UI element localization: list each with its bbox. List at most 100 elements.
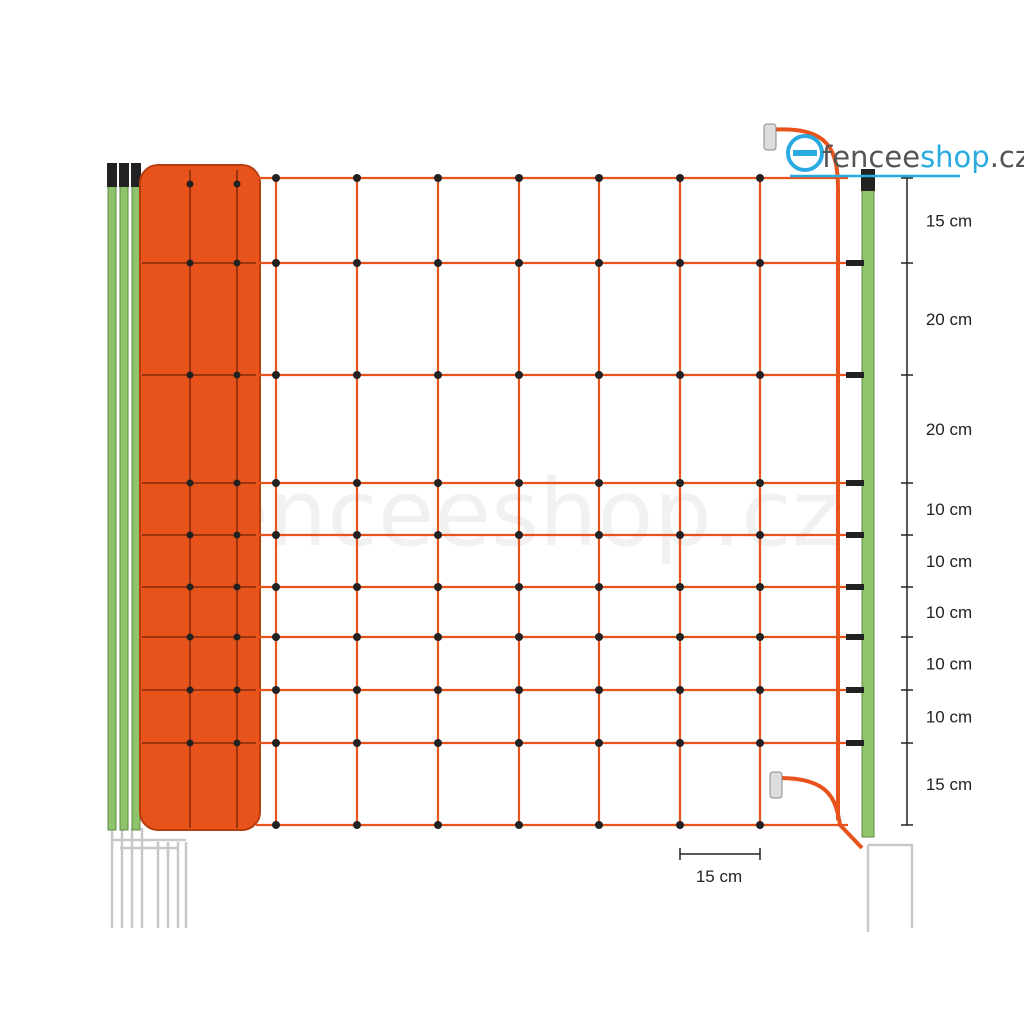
- post: [119, 169, 129, 831]
- net-grid: [256, 123, 864, 850]
- knot: [233, 531, 241, 539]
- knot: [272, 531, 280, 539]
- knot: [353, 583, 361, 591]
- knot: [233, 686, 241, 694]
- knot: [272, 174, 280, 182]
- knot: [272, 259, 280, 267]
- post: [861, 174, 875, 838]
- ground-spikes: [110, 828, 914, 932]
- knot: [515, 633, 523, 641]
- knot: [353, 821, 361, 829]
- knot: [434, 686, 442, 694]
- knot: [595, 633, 603, 641]
- row-spacing-label: 10 cm: [926, 708, 972, 727]
- knot: [353, 259, 361, 267]
- knot: [272, 583, 280, 591]
- mesh-width-label: 15 cm: [696, 867, 742, 886]
- row-spacing-label: 15 cm: [926, 775, 972, 794]
- knot: [233, 739, 241, 747]
- knot: [756, 531, 764, 539]
- knot: [595, 479, 603, 487]
- row-spacing-label: 20 cm: [926, 310, 972, 329]
- knot: [434, 821, 442, 829]
- row-spacing-label: 10 cm: [926, 603, 972, 622]
- watermark: fenceeshop.cz: [180, 460, 840, 567]
- strand-clip: [846, 480, 864, 486]
- logo-icon: [786, 134, 824, 172]
- knot: [515, 479, 523, 487]
- knot: [434, 259, 442, 267]
- knot: [515, 174, 523, 182]
- knot: [515, 531, 523, 539]
- knot: [233, 371, 241, 379]
- knot: [756, 739, 764, 747]
- knot: [434, 633, 442, 641]
- bottom-connector-cable: [779, 776, 864, 850]
- knot: [756, 479, 764, 487]
- rolled-net: [139, 164, 261, 831]
- knot: [756, 259, 764, 267]
- knot: [756, 174, 764, 182]
- knot: [186, 479, 194, 487]
- top-connector-cable: [767, 127, 840, 820]
- knot: [595, 821, 603, 829]
- knot: [353, 633, 361, 641]
- knot: [756, 821, 764, 829]
- knot: [515, 821, 523, 829]
- knot: [595, 531, 603, 539]
- knot: [595, 686, 603, 694]
- knot: [676, 531, 684, 539]
- knot: [515, 259, 523, 267]
- knot: [272, 686, 280, 694]
- knot: [353, 531, 361, 539]
- knot: [676, 583, 684, 591]
- logo: fenceeshop.cz: [786, 134, 1024, 178]
- knot: [353, 371, 361, 379]
- strand-clip: [846, 372, 864, 378]
- dimension-scale: 15 cm 20 cm 20 cm 10 cm 10 cm 10 cm 10 cm 10 cm…: [679, 177, 972, 886]
- knot: [233, 479, 241, 487]
- logo-text: fenceeshop.cz: [822, 140, 1024, 174]
- post: [107, 169, 117, 831]
- knot: [756, 686, 764, 694]
- knot: [595, 259, 603, 267]
- knot: [186, 180, 194, 188]
- right-post: [846, 169, 875, 838]
- knot: [186, 583, 194, 591]
- connector-clip: [763, 123, 777, 151]
- post-cap: [119, 163, 129, 187]
- knot: [186, 633, 194, 641]
- knot: [676, 633, 684, 641]
- knot: [434, 479, 442, 487]
- strand-clip: [846, 584, 864, 590]
- knot: [595, 174, 603, 182]
- knot: [186, 686, 194, 694]
- knot: [595, 583, 603, 591]
- strand-clip: [846, 260, 864, 266]
- knot: [272, 739, 280, 747]
- roll-body: [139, 164, 261, 831]
- knot: [233, 259, 241, 267]
- knot: [434, 371, 442, 379]
- logo-icon-bar: [793, 150, 817, 156]
- knot: [434, 174, 442, 182]
- knot: [595, 371, 603, 379]
- knot: [353, 739, 361, 747]
- knot: [434, 531, 442, 539]
- knot: [676, 686, 684, 694]
- knot: [233, 180, 241, 188]
- knot: [676, 259, 684, 267]
- row-spacing-label: 10 cm: [926, 552, 972, 571]
- knot: [434, 583, 442, 591]
- row-spacing-label: 10 cm: [926, 500, 972, 519]
- knot: [353, 479, 361, 487]
- post: [131, 169, 141, 831]
- knot: [186, 739, 194, 747]
- knot: [756, 583, 764, 591]
- knot: [676, 739, 684, 747]
- post-cap: [861, 169, 875, 191]
- knot: [272, 633, 280, 641]
- post-cap: [107, 163, 117, 187]
